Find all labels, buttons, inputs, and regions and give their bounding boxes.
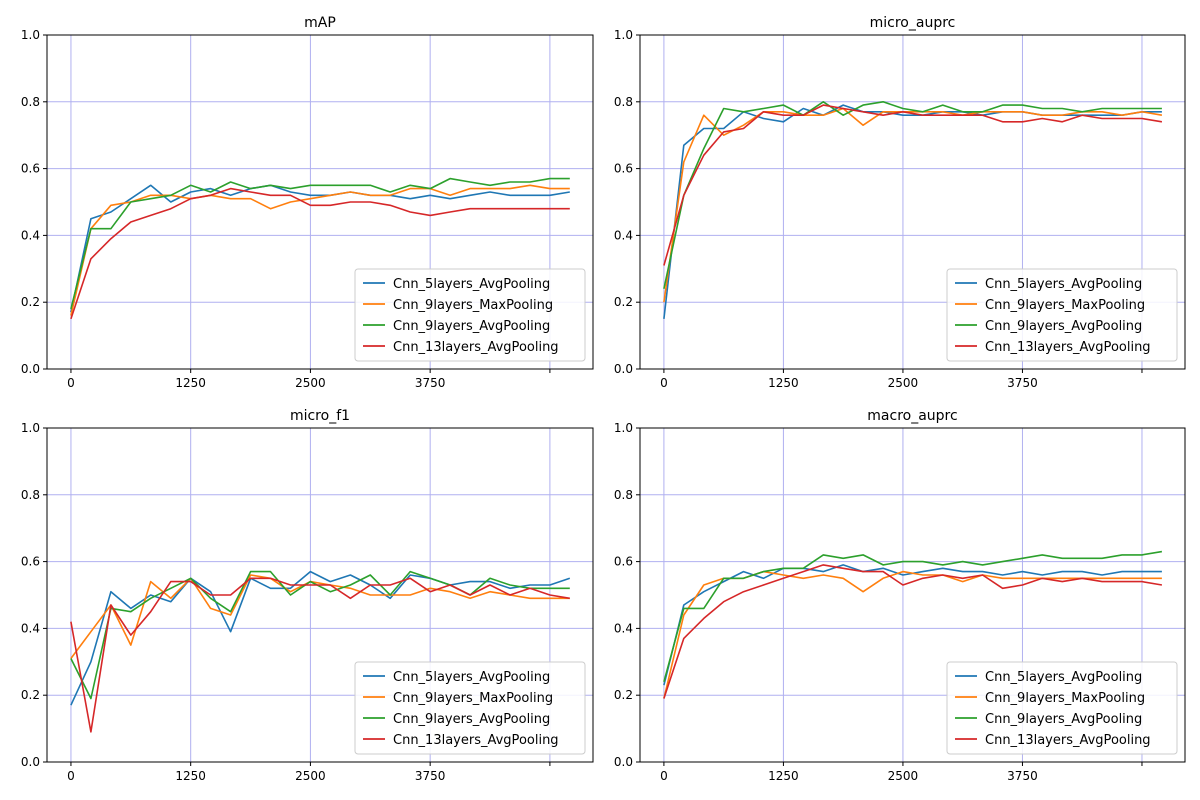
legend-label: Cnn_9layers_AvgPooling xyxy=(393,712,550,727)
legend-label: Cnn_13layers_AvgPooling xyxy=(393,340,559,355)
legend-label: Cnn_13layers_AvgPooling xyxy=(985,340,1151,355)
legend-label: Cnn_5layers_AvgPooling xyxy=(393,670,550,685)
y-tick-label: 0.8 xyxy=(21,488,40,502)
y-tick-label: 0.4 xyxy=(614,228,633,242)
y-tick-label: 0.8 xyxy=(614,488,633,502)
x-tick-label: 1250 xyxy=(768,769,799,783)
legend-label: Cnn_13layers_AvgPooling xyxy=(393,733,559,748)
legend: Cnn_5layers_AvgPooling Cnn_9layers_MaxPoo… xyxy=(946,268,1178,362)
chart-panel-2: 0 1250 2500 3750 0.0 0.2 0.4 0.6 0.8 1.0 micro_aup… xyxy=(614,15,1186,390)
axes-frame xyxy=(639,34,1186,370)
x-tick-label: 3750 xyxy=(1007,769,1038,783)
legend-label: Cnn_9layers_AvgPooling xyxy=(393,319,550,334)
chart-title: mAP xyxy=(304,15,336,31)
series-line-Cnn_9layers_AvgPooling xyxy=(70,570,570,700)
legend-label: Cnn_5layers_AvgPooling xyxy=(985,670,1142,685)
y-tick-label: 0.6 xyxy=(21,555,40,569)
series-line-Cnn_13layers_AvgPooling xyxy=(663,104,1163,266)
y-tick-label: 0.2 xyxy=(21,295,40,309)
series-line-Cnn_5layers_AvgPooling xyxy=(70,184,570,313)
series-line-Cnn_9layers_MaxPooling xyxy=(70,574,570,659)
y-tick-label: 0.2 xyxy=(614,688,633,702)
axes-frame xyxy=(46,34,594,370)
series-line-Cnn_9layers_MaxPooling xyxy=(70,184,570,316)
x-tick-label: 0 xyxy=(67,769,75,783)
y-tick-label: 0.0 xyxy=(614,755,633,769)
y-tick-label: 0.0 xyxy=(21,362,40,376)
x-tick-label: 3750 xyxy=(415,376,446,390)
y-tick-label: 1.0 xyxy=(614,421,633,435)
chart-panel-3: 0 1250 2500 3750 0.0 0.2 0.4 0.6 0.8 1.0 micro_f1 C… xyxy=(21,408,594,783)
x-tick-label: 1250 xyxy=(175,376,206,390)
y-tick-label: 1.0 xyxy=(614,28,633,42)
legend-label: Cnn_5layers_AvgPooling xyxy=(393,277,550,292)
series-line-Cnn_13layers_AvgPooling xyxy=(70,187,570,320)
series-line-Cnn_9layers_AvgPooling xyxy=(70,177,570,310)
series-line-Cnn_9layers_AvgPooling xyxy=(663,550,1163,683)
legend: Cnn_5layers_AvgPooling Cnn_9layers_MaxPoo… xyxy=(354,268,586,362)
x-tick-label: 3750 xyxy=(415,769,446,783)
legend-box xyxy=(354,268,586,362)
y-tick-label: 0.2 xyxy=(614,295,633,309)
x-tick-label: 1250 xyxy=(175,769,206,783)
x-tick-label: 0 xyxy=(660,376,668,390)
chart-title: micro_auprc xyxy=(870,15,956,31)
series-line-Cnn_13layers_AvgPooling xyxy=(663,564,1163,699)
x-tick-label: 2500 xyxy=(295,769,326,783)
x-tick-label: 2500 xyxy=(888,376,919,390)
series-line-Cnn_13layers_AvgPooling xyxy=(70,577,570,733)
y-tick-label: 0.4 xyxy=(21,621,40,635)
series-line-Cnn_9layers_MaxPooling xyxy=(663,107,1163,303)
series-line-Cnn_5layers_AvgPooling xyxy=(663,104,1162,319)
chart-title: micro_f1 xyxy=(290,408,350,424)
legend-label: Cnn_9layers_MaxPooling xyxy=(985,298,1145,313)
legend-label: Cnn_9layers_MaxPooling xyxy=(393,691,553,706)
legend-box xyxy=(946,661,1178,755)
chart-panel-4: 0 1250 2500 3750 0.0 0.2 0.4 0.6 0.8 1.0 macro_aup… xyxy=(614,408,1186,783)
x-tick-label: 2500 xyxy=(888,769,919,783)
x-tick-label: 0 xyxy=(660,769,668,783)
y-tick-label: 0.2 xyxy=(21,688,40,702)
y-tick-label: 0.4 xyxy=(21,228,40,242)
axes-frame xyxy=(46,427,594,763)
y-tick-label: 0.8 xyxy=(614,95,633,109)
axes-frame xyxy=(639,427,1186,763)
y-tick-label: 0.6 xyxy=(614,162,633,176)
legend: Cnn_5layers_AvgPooling Cnn_9layers_MaxPoo… xyxy=(946,661,1178,755)
chart-title: macro_auprc xyxy=(867,408,957,424)
y-tick-label: 0.0 xyxy=(21,755,40,769)
series-line-Cnn_9layers_AvgPooling xyxy=(663,101,1162,289)
x-tick-label: 0 xyxy=(67,376,75,390)
x-tick-label: 3750 xyxy=(1007,376,1038,390)
legend: Cnn_5layers_AvgPooling Cnn_9layers_MaxPoo… xyxy=(354,661,586,755)
y-tick-label: 0.8 xyxy=(21,95,40,109)
legend-label: Cnn_9layers_AvgPooling xyxy=(985,319,1142,334)
y-tick-label: 0.0 xyxy=(614,362,633,376)
y-tick-label: 0.4 xyxy=(614,621,633,635)
legend-label: Cnn_9layers_MaxPooling xyxy=(985,691,1145,706)
y-tick-label: 0.6 xyxy=(21,162,40,176)
y-tick-label: 1.0 xyxy=(21,28,40,42)
legend-label: Cnn_9layers_MaxPooling xyxy=(393,298,553,313)
chart-panel-1: 0 1250 2500 3750 0.0 0.2 0.4 0.6 0.8 1.0 mAP Cnn_5l… xyxy=(21,15,594,390)
legend-label: Cnn_9layers_AvgPooling xyxy=(985,712,1142,727)
legend-box xyxy=(946,268,1178,362)
y-tick-label: 0.6 xyxy=(614,555,633,569)
x-tick-label: 1250 xyxy=(768,376,799,390)
x-tick-label: 2500 xyxy=(295,376,326,390)
legend-label: Cnn_13layers_AvgPooling xyxy=(985,733,1151,748)
legend-box xyxy=(354,661,586,755)
legend-label: Cnn_5layers_AvgPooling xyxy=(985,277,1142,292)
y-tick-label: 1.0 xyxy=(21,421,40,435)
